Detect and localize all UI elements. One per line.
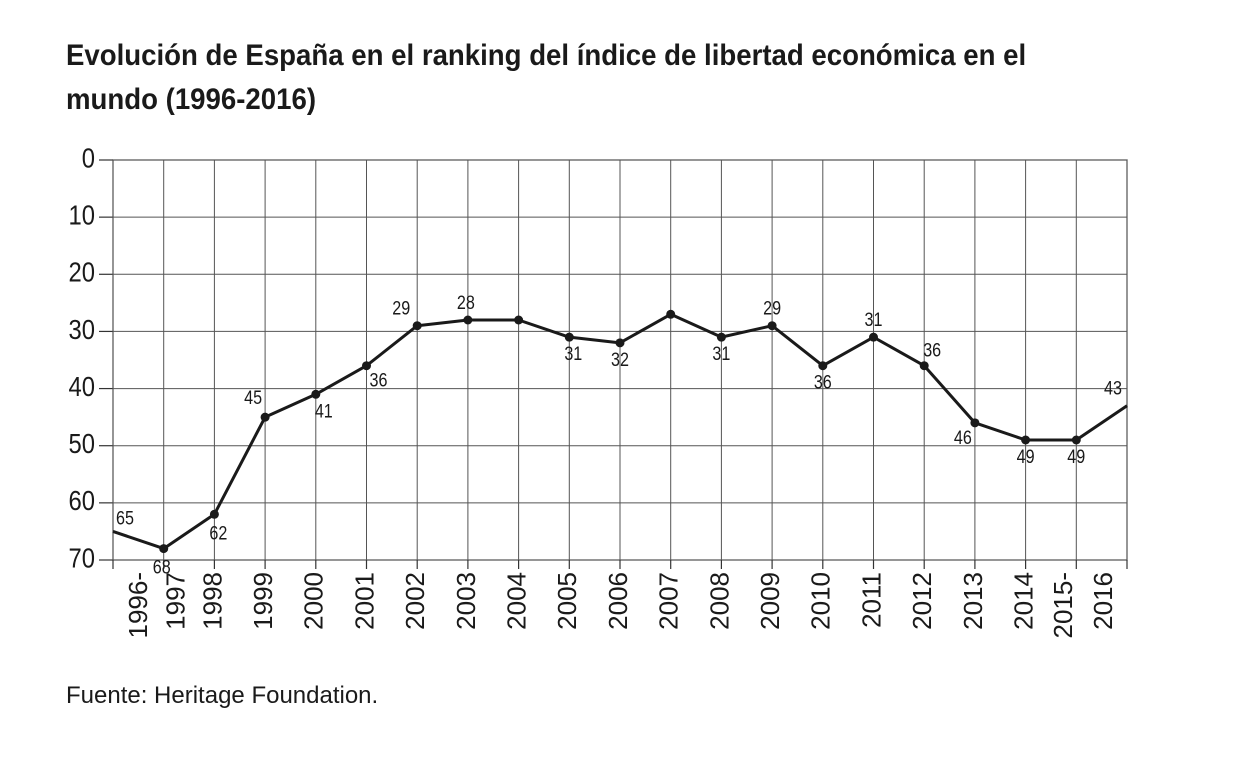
data-label: 46 <box>954 427 972 449</box>
data-point <box>260 412 270 422</box>
data-point <box>666 309 676 319</box>
x-tick-label: 2006 <box>603 572 633 630</box>
data-point <box>412 321 422 331</box>
x-tick-label: 2005 <box>552 572 582 630</box>
y-tick-label: 0 <box>82 142 95 174</box>
chart-title: Evolución de España en el ranking del ín… <box>66 39 1027 116</box>
x-tick-label: 1997 <box>161 572 191 630</box>
x-tick-label: 2011 <box>856 572 886 628</box>
data-point <box>463 315 473 325</box>
x-tick-label: 2010 <box>806 572 836 630</box>
y-tick-label: 30 <box>69 313 95 345</box>
data-label: 36 <box>370 369 388 391</box>
data-point <box>514 315 524 325</box>
data-point <box>311 389 321 399</box>
data-label: 49 <box>1017 446 1035 468</box>
data-point <box>615 338 625 348</box>
data-label: 32 <box>611 349 629 371</box>
data-label: 68 <box>153 556 171 578</box>
y-tick-label: 40 <box>69 370 95 402</box>
x-tick-label: 2003 <box>451 572 481 630</box>
data-point <box>970 418 980 428</box>
data-label: 45 <box>244 387 262 409</box>
data-point <box>869 332 878 342</box>
data-label: 36 <box>814 371 832 393</box>
y-tick-label: 50 <box>69 427 95 459</box>
x-tick-label: 2015- <box>1048 572 1078 639</box>
data-label: 43 <box>1104 377 1122 399</box>
x-tick-label: 2000 <box>299 572 329 630</box>
y-tick-label: 20 <box>69 256 95 288</box>
data-label: 31 <box>865 309 883 331</box>
x-tick-label: 2002 <box>400 572 430 630</box>
data-label: 62 <box>209 522 227 544</box>
data-point <box>1021 435 1031 445</box>
x-tick-label: 2008 <box>704 572 734 630</box>
x-tick-label: 2012 <box>907 572 937 630</box>
data-point <box>1071 435 1081 445</box>
y-tick-label: 10 <box>69 199 95 231</box>
data-point <box>362 361 371 371</box>
x-tick-label: 1998 <box>197 572 227 630</box>
data-label: 36 <box>923 339 941 361</box>
data-label: 31 <box>564 343 582 365</box>
x-tick-label: 1996- <box>123 572 153 639</box>
data-point <box>564 332 574 342</box>
x-tick-label: 2016 <box>1088 572 1118 630</box>
data-point <box>209 509 219 519</box>
x-tick-label: 2001 <box>349 572 379 630</box>
y-tick-label: 60 <box>69 484 95 516</box>
source-note: Fuente: Heritage Foundation. <box>66 682 379 709</box>
x-tick-label: 2007 <box>654 572 684 630</box>
data-label: 65 <box>116 507 134 529</box>
data-point <box>716 332 726 342</box>
data-label: 28 <box>457 292 475 314</box>
x-tick-label: 2009 <box>755 572 785 630</box>
data-label: 49 <box>1067 446 1085 468</box>
x-tick-label: 2004 <box>501 572 531 630</box>
x-tick-label: 2013 <box>958 572 988 630</box>
y-tick-label: 70 <box>69 542 95 574</box>
data-point <box>767 321 777 331</box>
data-label: 41 <box>315 400 333 422</box>
data-label: 29 <box>392 297 410 319</box>
data-label: 31 <box>712 343 730 365</box>
data-point <box>159 544 169 554</box>
chart: 0 10 20 30 40 50 60 70 1996- 1997 1998 1999 2000 2001… <box>69 142 1128 639</box>
data-point <box>919 361 929 371</box>
data-point <box>818 361 828 371</box>
x-tick-label: 2014 <box>1008 572 1038 630</box>
x-tick-label: 1999 <box>248 572 278 630</box>
data-label: 29 <box>763 297 781 319</box>
